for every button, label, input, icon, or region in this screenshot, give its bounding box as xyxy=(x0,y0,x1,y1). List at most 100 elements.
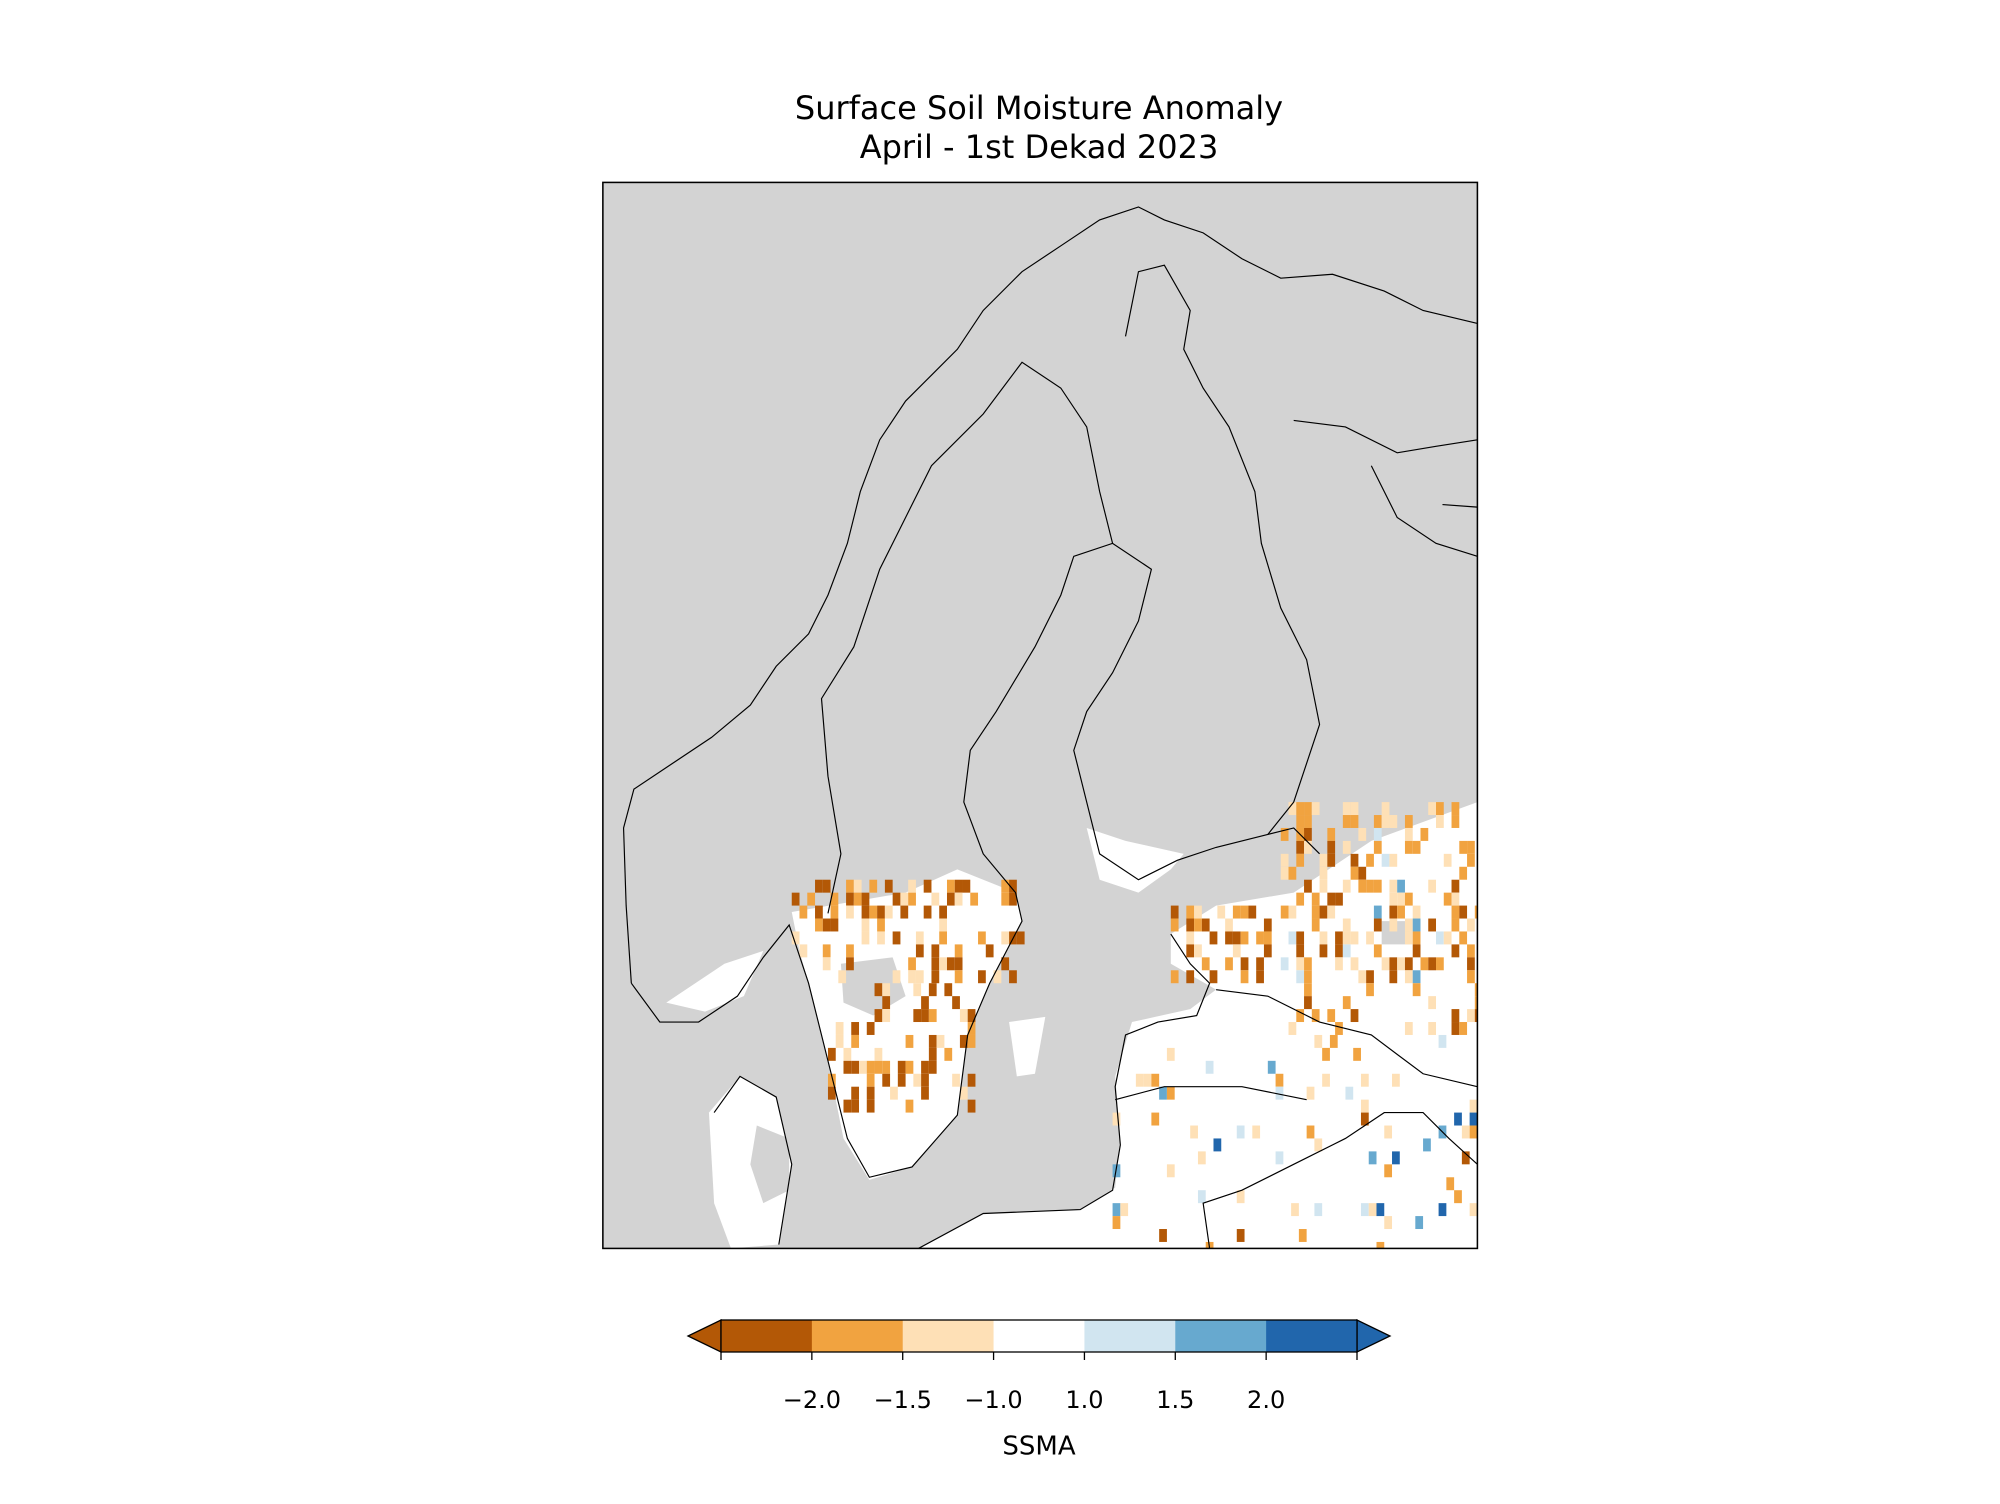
anomaly-pixel xyxy=(1451,802,1460,816)
anomaly-pixel xyxy=(1366,853,1374,867)
anomaly-pixel xyxy=(905,1060,914,1074)
anomaly-pixel xyxy=(1404,957,1413,971)
anomaly-pixel xyxy=(1335,1022,1343,1035)
anomaly-pixel xyxy=(815,905,823,919)
anomaly-pixel xyxy=(853,879,862,893)
anomaly-pixel xyxy=(1373,815,1382,828)
anomaly-pixel xyxy=(1461,1151,1470,1165)
anomaly-pixel xyxy=(946,879,955,893)
anomaly-pixel xyxy=(1197,1151,1206,1165)
anomaly-pixel xyxy=(1412,970,1421,984)
anomaly-pixel xyxy=(1451,905,1460,919)
anomaly-pixel xyxy=(1263,918,1272,932)
anomaly-pixel xyxy=(1311,905,1320,919)
anomaly-pixel xyxy=(1389,957,1398,971)
anomaly-pixel xyxy=(915,931,924,945)
anomaly-pixel xyxy=(1322,1073,1330,1087)
anomaly-pixel xyxy=(1327,827,1336,841)
anomaly-pixel xyxy=(900,892,909,906)
anomaly-pixel xyxy=(1436,815,1444,828)
anomaly-pixel xyxy=(846,905,854,919)
anomaly-pixel xyxy=(1232,931,1241,945)
anomaly-pixel xyxy=(1280,827,1289,841)
anomaly-pixel xyxy=(866,1099,875,1113)
anomaly-pixel xyxy=(1366,879,1374,893)
colorbar-segment xyxy=(721,1320,813,1352)
anomaly-pixel xyxy=(1296,802,1305,816)
anomaly-pixel xyxy=(1252,1125,1261,1139)
anomaly-pixel xyxy=(1296,1009,1305,1023)
anomaly-pixel xyxy=(1360,1073,1369,1087)
anomaly-pixel xyxy=(905,1034,914,1048)
colorbar-segment xyxy=(1266,1320,1358,1352)
anomaly-pixel xyxy=(884,879,893,893)
anomaly-pixel xyxy=(1368,1203,1377,1217)
anomaly-pixel xyxy=(921,1060,929,1074)
anomaly-pixel xyxy=(928,1060,937,1074)
anomaly-pixel xyxy=(1296,853,1305,867)
anomaly-pixel xyxy=(1428,918,1437,932)
anomaly-pixel xyxy=(1428,802,1437,816)
anomaly-pixel xyxy=(1194,944,1202,958)
anomaly-pixel xyxy=(1296,957,1305,971)
anomaly-pixel xyxy=(905,1099,914,1113)
anomaly-pixel xyxy=(1404,840,1413,854)
colorbar-extend-max xyxy=(1356,1318,1392,1354)
anomaly-pixel xyxy=(1389,905,1398,919)
anomaly-pixel xyxy=(1428,1022,1437,1035)
anomaly-pixel xyxy=(1240,957,1249,971)
anomaly-pixel xyxy=(866,1073,875,1087)
anomaly-pixel xyxy=(1373,840,1382,854)
anomaly-pixel xyxy=(882,996,891,1010)
anomaly-pixel xyxy=(1423,1138,1431,1152)
colorbar-segment xyxy=(1084,1320,1176,1352)
anomaly-pixel xyxy=(913,1009,922,1023)
map-subtitle: April - 1st Dekad 2023 xyxy=(860,128,1219,166)
anomaly-pixel xyxy=(1342,802,1351,816)
anomaly-pixel xyxy=(954,957,963,971)
anomaly-pixel xyxy=(1451,1022,1460,1035)
anomaly-pixel xyxy=(939,905,947,919)
anomaly-pixel xyxy=(807,892,816,906)
anomaly-pixel xyxy=(921,1009,929,1023)
anomaly-pixel xyxy=(1236,1229,1245,1242)
anomaly-pixel xyxy=(861,892,870,906)
anomaly-pixel xyxy=(1342,840,1351,854)
colorbar-label: SSMA xyxy=(1002,1432,1075,1462)
anomaly-pixel xyxy=(1319,931,1328,945)
anomaly-pixel xyxy=(877,905,885,919)
coastline xyxy=(918,933,1211,1249)
anomaly-pixel xyxy=(936,1034,945,1048)
anomaly-pixel xyxy=(1469,1125,1478,1139)
anomaly-pixel xyxy=(1314,1203,1323,1217)
anomaly-pixel xyxy=(1151,1073,1160,1087)
anomaly-pixel xyxy=(1373,827,1382,841)
anomaly-pixel xyxy=(913,983,922,997)
anomaly-pixel xyxy=(1467,944,1475,958)
anomaly-pixel xyxy=(923,879,932,893)
anomaly-pixel xyxy=(1436,802,1444,816)
anomaly-pixel xyxy=(944,1047,953,1061)
anomaly-pixel xyxy=(1296,892,1305,906)
anomaly-pixel xyxy=(851,1022,860,1035)
anomaly-pixel xyxy=(939,957,947,971)
anomaly-pixel xyxy=(1256,931,1264,945)
anomaly-pixel xyxy=(1240,931,1249,945)
anomaly-pixel xyxy=(1384,1125,1393,1139)
anomaly-pixel xyxy=(1428,879,1437,893)
anomaly-pixel xyxy=(1404,815,1413,828)
anomaly-pixel xyxy=(1166,1086,1175,1100)
anomaly-pixel xyxy=(1467,918,1475,932)
anomaly-pixel xyxy=(822,879,831,893)
anomaly-pixel xyxy=(791,892,800,906)
colorbar-tick-label: 1.0 xyxy=(1065,1386,1103,1414)
anomaly-pixel xyxy=(1436,931,1444,945)
anomaly-pixel xyxy=(962,879,971,893)
anomaly-pixel xyxy=(827,1047,836,1061)
anomaly-pixel xyxy=(1451,815,1460,828)
anomaly-pixel xyxy=(1186,918,1195,932)
anomaly-pixel xyxy=(1412,983,1421,997)
anomaly-pixel xyxy=(1384,1164,1393,1178)
anomaly-pixel xyxy=(884,905,893,919)
